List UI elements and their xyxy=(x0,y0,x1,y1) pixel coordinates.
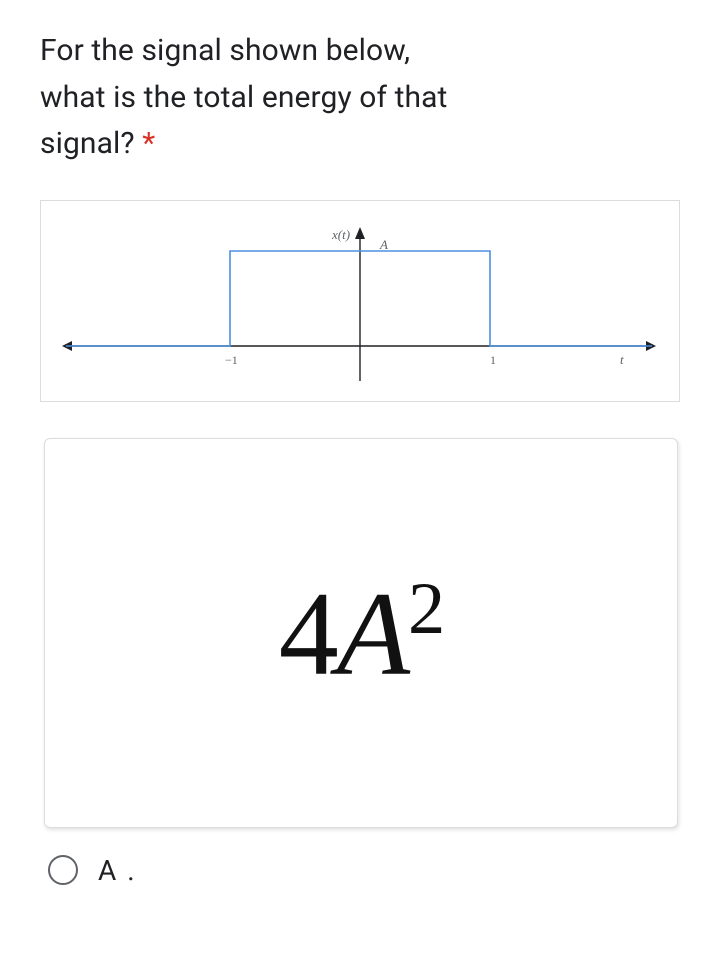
question-line1: For the signal shown below, xyxy=(40,33,410,68)
answer-formula: 4A2 xyxy=(279,572,444,694)
tick-neg1: −1 xyxy=(225,353,238,367)
required-asterisk: * xyxy=(142,126,155,161)
option-a-row[interactable]: A . xyxy=(40,854,680,887)
formula-coeff: 4 xyxy=(279,566,337,699)
answer-option-image: 4A2 xyxy=(44,438,678,828)
signal-graph: −1 1 x(t) A t xyxy=(55,221,665,391)
option-a-label: A . xyxy=(98,854,137,887)
y-axis-arrow xyxy=(355,227,365,239)
signal-graph-card: −1 1 x(t) A t xyxy=(40,200,680,402)
amplitude-label: A xyxy=(379,237,388,252)
formula-exp: 2 xyxy=(408,568,443,650)
signal-pulse xyxy=(66,251,652,346)
t-axis-label: t xyxy=(620,352,624,367)
y-axis-label: x(t) xyxy=(331,227,350,242)
question-line3: signal? xyxy=(40,126,135,161)
question-text: For the signal shown below, what is the … xyxy=(40,28,680,168)
tick-pos1: 1 xyxy=(490,353,496,367)
radio-unchecked-icon[interactable] xyxy=(48,855,78,885)
question-line2: what is the total energy of that xyxy=(40,80,447,115)
formula-base: A xyxy=(337,566,408,699)
